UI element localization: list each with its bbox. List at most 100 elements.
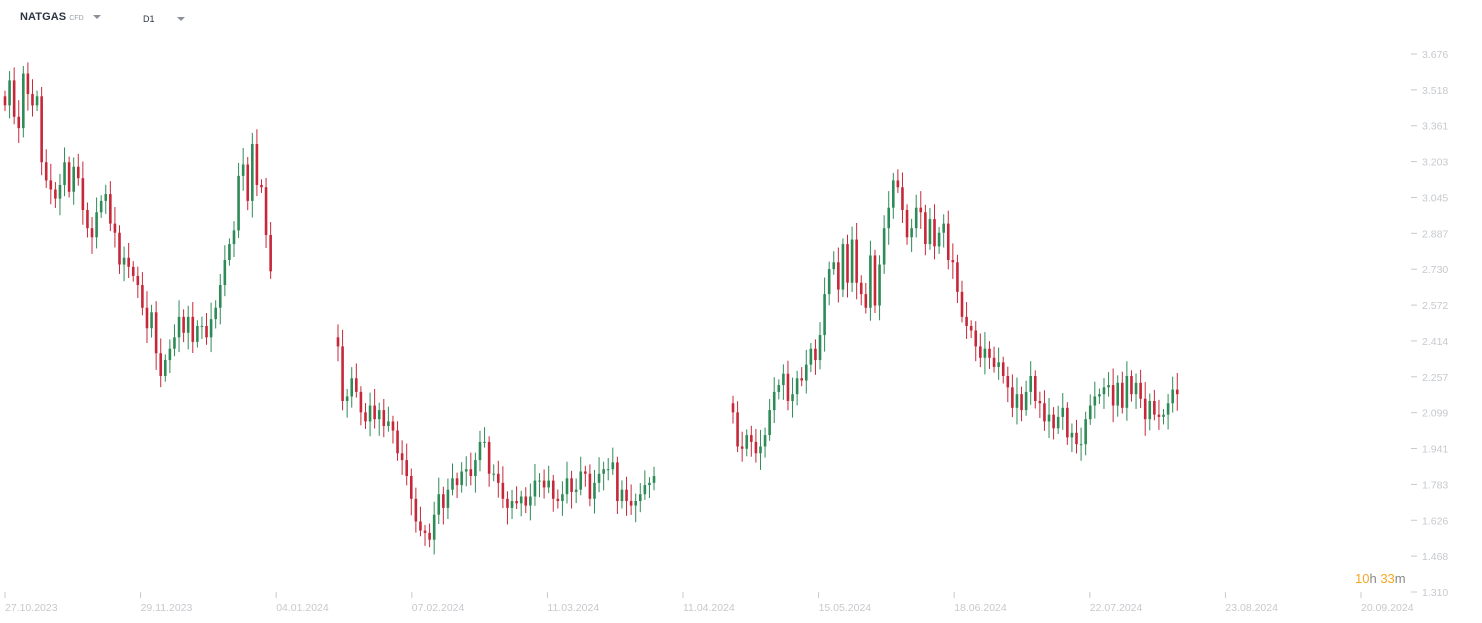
candle-body (942, 223, 945, 233)
candle-body (873, 255, 877, 306)
candle-body (1047, 414, 1051, 422)
candle-body (1001, 362, 1005, 376)
x-tick-label: 20.09.2024 (1361, 602, 1414, 614)
candle-body (1061, 407, 1065, 417)
candle-body (882, 228, 886, 265)
candle-body (31, 94, 34, 106)
candle-body (1111, 385, 1115, 406)
candle-body (901, 187, 904, 210)
candle-body (859, 282, 863, 295)
candle-body (22, 73, 25, 129)
candle-body (588, 473, 592, 499)
candle-body (1088, 405, 1092, 420)
candle-body (1162, 414, 1165, 417)
candle-body (795, 378, 799, 395)
candle-body (519, 496, 523, 504)
candle-body (974, 330, 978, 347)
candle-body (800, 378, 803, 381)
candle-body (214, 307, 217, 320)
candle-body (237, 175, 240, 231)
candle-body (464, 469, 468, 472)
candle-body (584, 471, 587, 474)
candle-body (368, 405, 372, 422)
candle-body (154, 312, 158, 354)
candle-body (565, 478, 569, 495)
candle-body (3, 96, 7, 106)
symbol-name: NATGAS (20, 11, 67, 23)
candle-body (487, 441, 491, 474)
candle-body (992, 357, 996, 367)
candle-body (113, 223, 117, 233)
candle-body (136, 275, 140, 286)
candle-body (99, 200, 103, 213)
y-tick-label: 2.414 (1422, 336, 1448, 348)
candle-body (141, 285, 144, 308)
candle-body (551, 480, 555, 499)
candle-body (988, 348, 991, 358)
candle-body (533, 480, 537, 497)
candle-body (506, 498, 509, 508)
candle-body (469, 469, 473, 477)
candle-body (597, 473, 601, 483)
candle-body (809, 348, 813, 365)
candle-body (264, 187, 268, 236)
candle-body (791, 394, 794, 401)
candle-body (910, 228, 913, 238)
y-tick-label: 2.257 (1422, 372, 1448, 384)
candle-body (538, 480, 541, 482)
candle-body (442, 494, 445, 508)
candle-body (1116, 382, 1120, 406)
candle-body (763, 435, 767, 447)
candle-body (164, 360, 167, 376)
y-tick-label: 1.310 (1422, 587, 1448, 599)
candle-body (104, 194, 108, 201)
candle-body (90, 228, 94, 238)
candle-body (611, 462, 615, 470)
candle-body (196, 325, 199, 342)
candle-body (887, 207, 891, 229)
symbol-selector[interactable]: NATGAS CFD (20, 11, 101, 23)
candle-body (182, 316, 185, 333)
candle-body (373, 405, 376, 420)
candle-body (168, 348, 172, 361)
x-tick-label: 04.01.2024 (276, 602, 329, 614)
candle-body (524, 496, 528, 506)
candles-layer (3, 62, 1179, 555)
y-tick-label: 2.730 (1422, 264, 1448, 276)
candle-body (86, 209, 89, 229)
candle-body (827, 269, 831, 295)
candle-body (54, 189, 57, 199)
candle-body (1056, 416, 1060, 429)
candle-body (979, 346, 982, 358)
candle-body (391, 421, 395, 431)
candle-body (177, 316, 181, 338)
candle-body (556, 498, 560, 502)
candle-body (492, 473, 496, 475)
candle-body (501, 482, 505, 499)
candle-body (1143, 398, 1147, 420)
candle-body (750, 435, 753, 442)
y-tick-label: 1.626 (1422, 515, 1448, 527)
timeframe-label: D1 (143, 14, 155, 24)
candle-body (529, 496, 532, 506)
timeframe-selector[interactable]: D1 (143, 14, 185, 24)
candle-body (350, 378, 354, 397)
candle-body (606, 469, 610, 471)
candle-body (983, 348, 987, 358)
candle-body (63, 162, 66, 185)
candle-body (593, 482, 596, 499)
candle-body (864, 294, 868, 308)
candle-body (81, 178, 85, 210)
candle-body (648, 482, 651, 486)
price-axis: 3.676 3.518 3.361 3.203 3.045 2.887 2.730 2.572… (1411, 49, 1448, 599)
candle-body (200, 325, 204, 327)
candle-body (1024, 391, 1028, 411)
candle-body (547, 480, 550, 488)
candle-body (951, 260, 955, 263)
countdown-minutes: 33 (1380, 571, 1395, 586)
candle-body (12, 80, 16, 117)
candle-body (1033, 375, 1037, 401)
candle-body (946, 223, 950, 261)
candle-body (377, 410, 381, 420)
